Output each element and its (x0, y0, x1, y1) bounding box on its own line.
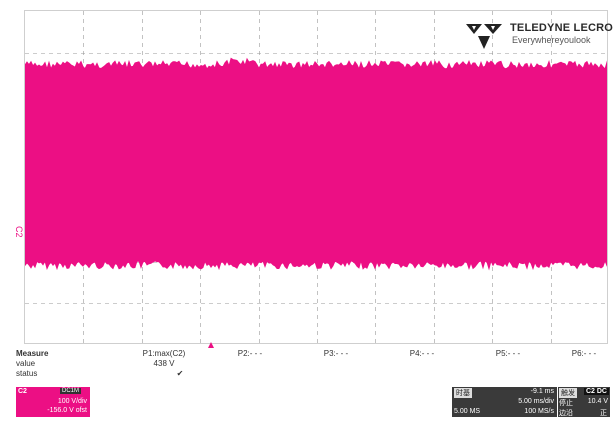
param-value: 438 V (153, 359, 175, 368)
waveform-grid[interactable] (24, 10, 608, 344)
trigger-descriptor[interactable]: 触发 C2 DC 停止 10.4 V 边沿 正 (558, 387, 610, 417)
coupling-badge: DC1M (60, 388, 82, 394)
param-name[interactable]: P6:- - - (571, 349, 597, 358)
trigger-level: 10.4 V (587, 398, 608, 405)
measure-header-row: Measure P1:max(C2) P2:- - - P3:- - - P4:… (16, 349, 611, 359)
timebase-descriptor[interactable]: 时基 -9.1 ms 5.00 ms/div 5.00 MS 100 MS/s (452, 387, 557, 417)
param-name[interactable]: P2:- - - (237, 349, 263, 358)
param-name[interactable]: P5:- - - (495, 349, 521, 358)
value-label: value (16, 359, 36, 368)
param-name[interactable]: P4:- - - (409, 349, 435, 358)
timebase-tdiv: 5.00 ms/div (518, 398, 554, 405)
channel-offset: -156.0 V ofst (47, 407, 87, 414)
timebase-delay: -9.1 ms (530, 388, 554, 395)
trigger-mode: 停止 (559, 400, 573, 407)
measure-table[interactable]: Measure P1:max(C2) P2:- - - P3:- - - P4:… (16, 349, 611, 387)
waveform-trace (25, 57, 607, 271)
measure-status-row: status ✔ (16, 369, 611, 379)
channel-tag: C2 (18, 388, 27, 395)
teledyne-lecroy-logo: TELEDYNE LECROY Everywhereyoulook (464, 20, 613, 50)
timebase-title: 时基 (454, 388, 472, 398)
trigger-badge: C2 DC (583, 388, 609, 395)
status-label: status (16, 369, 38, 378)
trigger-type: 边沿 (559, 410, 573, 417)
channel-descriptor[interactable]: C2 DC1M 100 V/div -156.0 V ofst (16, 387, 90, 417)
measure-title: Measure (16, 349, 49, 358)
param-name[interactable]: P1:max(C2) (142, 349, 186, 358)
timebase-samples: 5.00 MS (454, 408, 481, 415)
graticule (25, 11, 607, 343)
trigger-position-marker[interactable] (208, 342, 214, 348)
timebase-rate: 100 MS/s (524, 408, 554, 415)
trigger-slope: 正 (600, 410, 607, 417)
status-check-icon: ✔ (176, 369, 184, 378)
logo-tagline: Everywhereyoulook (512, 35, 591, 45)
channel-scale: 100 V/div (57, 398, 87, 405)
measure-value-row: value 438 V (16, 359, 611, 369)
logo-mark-icon (466, 24, 502, 49)
param-name[interactable]: P3:- - - (323, 349, 349, 358)
channel-marker[interactable]: C2 (14, 226, 24, 238)
trigger-title: 触发 (559, 388, 577, 398)
logo-brand: TELEDYNE LECROY (510, 22, 613, 34)
